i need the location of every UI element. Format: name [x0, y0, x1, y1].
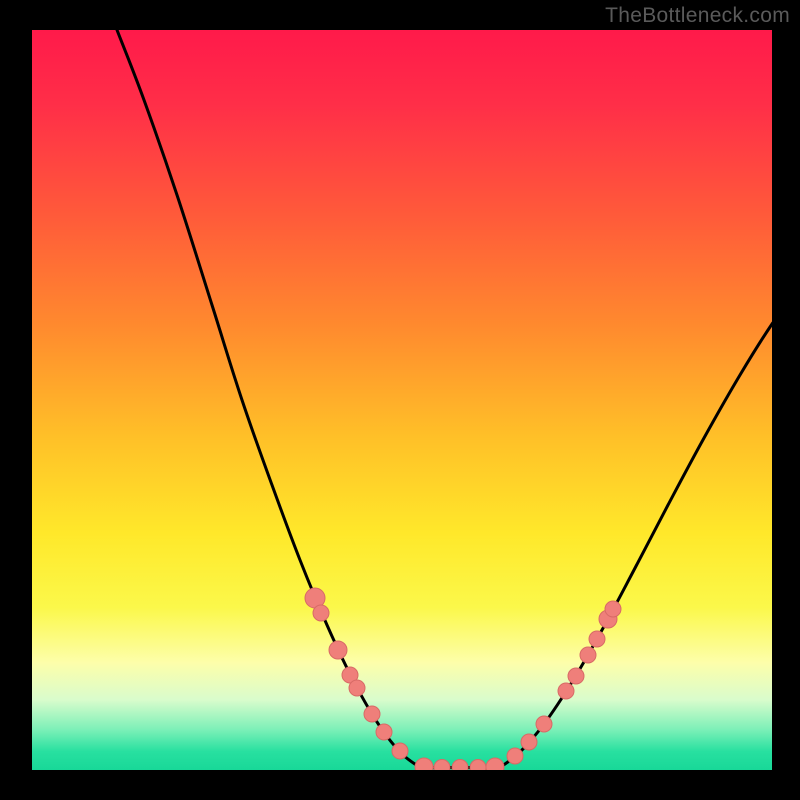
- marker-dot: [329, 641, 347, 659]
- bottleneck-chart: [0, 0, 800, 800]
- marker-dot: [568, 668, 584, 684]
- marker-dot: [580, 647, 596, 663]
- marker-dot: [434, 760, 450, 776]
- marker-dot: [521, 734, 537, 750]
- marker-dot: [349, 680, 365, 696]
- marker-dot: [507, 748, 523, 764]
- gradient-panel: [32, 30, 772, 770]
- marker-dot: [376, 724, 392, 740]
- marker-dot: [313, 605, 329, 621]
- marker-dot: [470, 760, 486, 776]
- marker-dot: [558, 683, 574, 699]
- marker-dot: [415, 758, 433, 776]
- chart-container: TheBottleneck.com: [0, 0, 800, 800]
- marker-dot: [392, 743, 408, 759]
- marker-dot: [536, 716, 552, 732]
- marker-dot: [605, 601, 621, 617]
- marker-dot: [452, 760, 468, 776]
- marker-dot: [364, 706, 380, 722]
- marker-dot: [486, 758, 504, 776]
- watermark-text: TheBottleneck.com: [605, 4, 790, 28]
- marker-dot: [589, 631, 605, 647]
